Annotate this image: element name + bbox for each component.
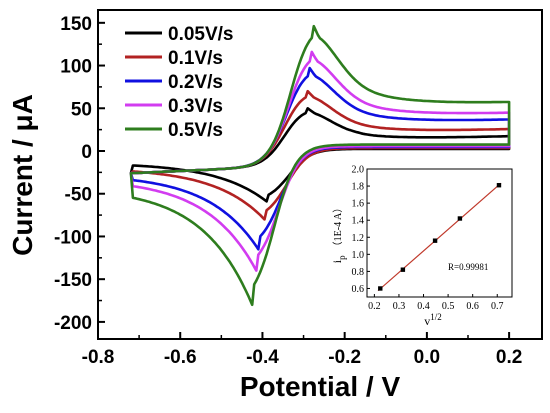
inset-data-point bbox=[432, 238, 438, 243]
y-tick-label: -100 bbox=[54, 227, 92, 248]
inset-plot-frame bbox=[366, 168, 513, 298]
inset-ticks: 0.2 0.3 0.4 0.5 0.6 0.7 0.6 0.8 1.0 1.2 1.4 1.6 1.8 2… bbox=[352, 165, 504, 313]
inset-data-point bbox=[457, 216, 463, 221]
cv-curve-4 bbox=[129, 24, 511, 307]
inset-x-tick-label: 0.4 bbox=[417, 301, 430, 312]
y-tick-label: 150 bbox=[60, 14, 92, 35]
inset-x-axis-title: v1/2 bbox=[424, 312, 442, 328]
legend-label: 0.5V/s bbox=[168, 120, 223, 141]
inset-y-tick-label: 1.4 bbox=[352, 216, 365, 227]
y-tick-label: 100 bbox=[60, 57, 92, 78]
inset-y-label-sub: p bbox=[337, 255, 347, 260]
legend-label: 0.3V/s bbox=[168, 96, 223, 117]
x-tick-label: 0.2 bbox=[496, 347, 522, 368]
x-tick-label: 0.0 bbox=[414, 347, 440, 368]
y-tick-label: -150 bbox=[54, 270, 92, 291]
legend-label: 0.2V/s bbox=[168, 72, 223, 93]
legend-label: 0.1V/s bbox=[168, 48, 223, 69]
legend-label: 0.05V/s bbox=[168, 24, 234, 45]
inset-y-tick-label: 1.6 bbox=[352, 199, 365, 210]
inset-x-tick-label: 0.5 bbox=[442, 301, 455, 312]
inset-x-label-v: v bbox=[424, 314, 430, 328]
inset-plot bbox=[377, 182, 502, 292]
x-tick-label: -0.4 bbox=[246, 347, 279, 368]
y-tick-label: 50 bbox=[71, 99, 92, 120]
x-tick-label: -0.8 bbox=[82, 347, 115, 368]
inset-fit-line bbox=[377, 182, 502, 292]
inset-y-label-i: i bbox=[330, 259, 344, 263]
inset-x-tick-label: 0.6 bbox=[466, 301, 479, 312]
inset-y-label-unit: （1E-4 A） bbox=[332, 203, 344, 252]
x-tick-label: -0.6 bbox=[164, 347, 197, 368]
inset-data-point bbox=[496, 183, 502, 188]
legend: 0.05V/s 0.1V/s 0.2V/s 0.3V/s 0.5V/s bbox=[125, 24, 234, 141]
y-tick-label: -200 bbox=[54, 313, 92, 334]
inset-data-point bbox=[378, 286, 383, 291]
inset-y-tick-label: 0.8 bbox=[352, 267, 365, 278]
main-ticks: -0.8 -0.6 -0.4 -0.2 0.0 0.2 150 100 50 0 -50 -100 -1… bbox=[54, 14, 522, 368]
y-axis-title: Current / μA bbox=[7, 94, 38, 256]
main-curves bbox=[129, 24, 511, 307]
inset-x-tick-label: 0.2 bbox=[368, 301, 381, 312]
inset-y-tick-label: 1.0 bbox=[352, 250, 365, 261]
main-plot-frame bbox=[97, 9, 543, 340]
inset-y-tick-label: 2.0 bbox=[352, 165, 365, 176]
inset-y-tick-label: 1.8 bbox=[352, 182, 365, 193]
x-axis-title: Potential / V bbox=[240, 371, 401, 402]
inset-data-point bbox=[400, 267, 406, 272]
inset-x-tick-label: 0.3 bbox=[393, 301, 406, 312]
inset-x-label-sup: 1/2 bbox=[430, 312, 442, 322]
x-tick-label: -0.2 bbox=[328, 347, 361, 368]
y-tick-label: 0 bbox=[81, 142, 92, 163]
inset-y-tick-label: 0.6 bbox=[352, 284, 365, 295]
inset-x-tick-label: 0.7 bbox=[491, 301, 504, 312]
inset-annotation: R=0.99981 bbox=[448, 262, 488, 272]
y-tick-label: -50 bbox=[65, 185, 92, 206]
inset-y-axis-title: ip （1E-4 A） bbox=[330, 203, 347, 263]
inset-y-tick-label: 1.2 bbox=[352, 233, 365, 244]
